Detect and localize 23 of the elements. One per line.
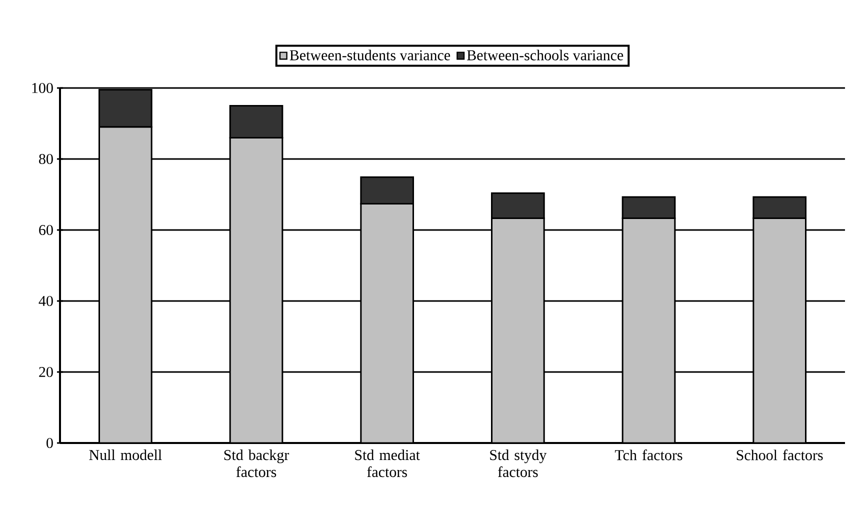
bar: [491, 192, 545, 220]
y-tick-label: 60: [39, 224, 53, 236]
legend-label: Between-schools variance: [467, 50, 624, 60]
x-tick-label: School factors: [736, 450, 823, 460]
bar: [360, 202, 414, 443]
x-tick-label: Std stydy factors: [490, 450, 547, 478]
bar: [98, 126, 152, 443]
x-tick-label: Null modell: [89, 450, 162, 460]
bar: [622, 196, 676, 220]
bar: [360, 176, 414, 204]
y-tick-label: 0: [46, 438, 53, 448]
bar: [229, 136, 284, 443]
x-tick-label: Tch factors: [614, 450, 682, 460]
bar: [752, 218, 806, 443]
bar: [622, 218, 676, 443]
x-tick-label: Std backgr factors: [224, 450, 290, 478]
x-tick-label: Std mediat factors: [355, 450, 420, 478]
legend-label: Between-students variance: [290, 50, 450, 60]
y-tick-label: 100: [32, 82, 53, 94]
y-tick-label: 20: [39, 366, 53, 378]
bar: [491, 218, 545, 443]
y-tick-label: 40: [38, 296, 53, 306]
y-tick-label: 80: [39, 154, 53, 164]
